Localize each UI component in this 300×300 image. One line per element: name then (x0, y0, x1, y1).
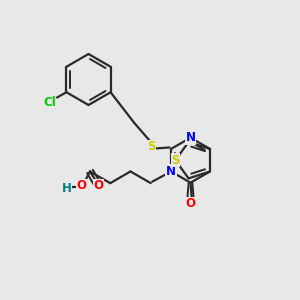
Text: N: N (166, 165, 176, 178)
Text: O: O (77, 179, 87, 192)
Text: S: S (171, 154, 180, 167)
Text: O: O (185, 197, 196, 210)
Text: N: N (185, 131, 196, 144)
Text: O: O (93, 179, 103, 192)
Text: S: S (147, 140, 156, 154)
Text: Cl: Cl (43, 95, 56, 109)
Text: H: H (62, 182, 72, 195)
